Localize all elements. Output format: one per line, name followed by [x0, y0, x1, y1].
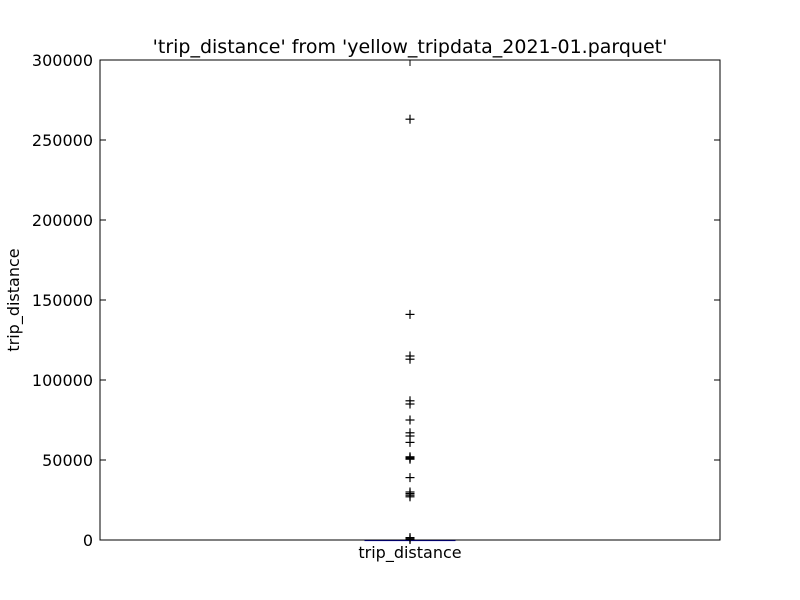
outlier-marker [405, 114, 415, 124]
y-tick-label: 300000 [32, 51, 93, 70]
y-tick-label: 0 [83, 531, 93, 550]
y-tick-label: 250000 [32, 131, 93, 150]
x-tick-label: trip_distance [358, 543, 461, 563]
outlier-marker [405, 454, 415, 464]
y-tick-label: 100000 [32, 371, 93, 390]
y-axis-label: trip_distance [4, 248, 24, 351]
y-tick-label: 150000 [32, 291, 93, 310]
outlier-marker [405, 309, 415, 319]
outlier-marker [405, 437, 415, 447]
outlier-marker [405, 473, 415, 483]
y-tick-label: 200000 [32, 211, 93, 230]
outlier-marker [405, 415, 415, 425]
axes-frame [99, 59, 721, 541]
outlier-marker [405, 354, 415, 364]
chart-title: 'trip_distance' from 'yellow_tripdata_20… [153, 36, 668, 58]
outlier-marker [405, 492, 415, 502]
outlier-marker [405, 399, 415, 409]
y-tick-label: 50000 [42, 451, 93, 470]
